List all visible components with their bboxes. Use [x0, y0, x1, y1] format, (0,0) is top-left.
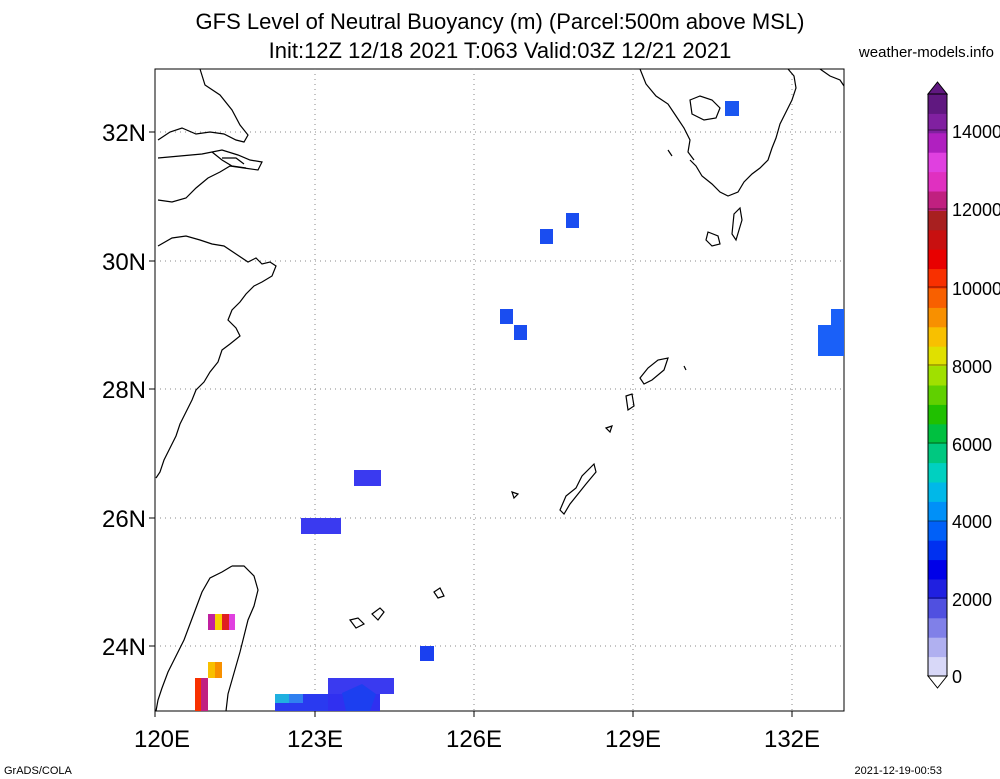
colorbar-swatch [928, 385, 947, 405]
data-cell [208, 614, 215, 630]
lon-label: 126E [446, 726, 502, 753]
colorbar-label: 6000 [952, 435, 992, 455]
colorbar-swatch [928, 559, 947, 580]
ryukyu-islands-2 [511, 462, 597, 515]
data-cell [342, 684, 376, 711]
colorbar-swatch [928, 132, 947, 153]
colorbar-swatch [928, 171, 947, 192]
lat-label: 26N [102, 506, 146, 533]
data-cell [229, 614, 235, 630]
taiwan [155, 565, 259, 712]
colorbar-swatch [928, 482, 947, 502]
data-cell [208, 662, 215, 678]
colorbar-label: 10000 [952, 279, 1000, 299]
footer-left: GrADS/COLA [4, 765, 72, 777]
lon-label: 123E [287, 726, 343, 753]
colorbar-swatch [928, 520, 947, 541]
kyushu [639, 68, 797, 247]
site-credit: weather-models.info [858, 44, 994, 61]
yangtze-estuary [211, 151, 247, 169]
colorbar-labels: 0 2000 4000 6000 8000 10000 12000 14000 [952, 122, 1000, 687]
colorbar-swatch [928, 656, 947, 677]
buoyancy-cells [195, 101, 844, 711]
colorbar-label: 2000 [952, 590, 992, 610]
colorbar-label: 12000 [952, 200, 1000, 220]
colorbar-swatch [928, 423, 947, 444]
lat-label: 32N [102, 120, 146, 147]
colorbar-swatch [928, 365, 947, 386]
lat-label: 28N [102, 377, 146, 404]
data-cell [725, 101, 739, 116]
data-cell [215, 662, 222, 678]
data-cell [195, 678, 201, 711]
kyushu-right [819, 68, 845, 87]
colorbar-label: 8000 [952, 357, 992, 377]
colorbar-swatch [928, 307, 947, 328]
colorbar-top-arrow [926, 81, 949, 95]
colorbar-swatch [928, 113, 947, 134]
colorbar-swatch [928, 637, 947, 658]
colorbar-swatch [928, 404, 947, 425]
data-cell [301, 518, 341, 534]
china-coast [155, 68, 277, 479]
colorbar-bottom-arrow [926, 675, 949, 689]
colorbar-swatch [928, 598, 947, 619]
colorbar-swatch [928, 462, 947, 483]
colorbar-swatch [928, 191, 947, 211]
ryukyu-islands-1 [348, 587, 445, 629]
data-cell [289, 694, 303, 703]
lat-label: 24N [102, 634, 146, 661]
footer-right: 2021-12-19-00:53 [854, 765, 942, 777]
colorbar [926, 81, 949, 689]
map-title: GFS Level of Neutral Buoyancy (m) (Parce… [195, 9, 805, 34]
colorbar-swatch [928, 540, 947, 561]
data-cell [500, 309, 513, 324]
data-cell [201, 678, 208, 711]
colorbar-swatch [928, 249, 947, 270]
lon-label: 129E [605, 726, 661, 753]
colorbar-swatch [928, 443, 947, 464]
colorbar-label: 4000 [952, 512, 992, 532]
data-cell [215, 614, 222, 630]
grid-lines [155, 69, 844, 711]
colorbar-swatch [928, 94, 947, 114]
colorbar-label: 0 [952, 667, 962, 687]
coastlines [155, 68, 845, 712]
lon-label: 120E [134, 726, 190, 753]
colorbar-swatch [928, 268, 947, 289]
lat-label: 30N [102, 249, 146, 276]
ryukyu-islands-3 [604, 357, 687, 434]
data-cell [831, 309, 844, 326]
colorbar-swatch [928, 288, 947, 308]
tick-marks [149, 131, 793, 717]
colorbar-swatch [928, 152, 947, 173]
data-cell [818, 325, 844, 356]
plot-frame [154, 68, 845, 712]
data-cell [420, 646, 434, 661]
data-cell [566, 213, 579, 228]
data-cell [354, 470, 381, 486]
map-subtitle: Init:12Z 12/18 2021 T:063 Valid:03Z 12/2… [268, 38, 732, 63]
data-cell [275, 694, 289, 703]
colorbar-swatch [928, 346, 947, 367]
colorbar-label: 14000 [952, 122, 1000, 142]
data-cell [540, 229, 553, 244]
colorbar-swatch [928, 579, 947, 599]
colorbar-swatch [928, 501, 947, 522]
colorbar-swatch [928, 229, 947, 250]
data-cell [514, 325, 527, 340]
colorbar-swatch [928, 210, 947, 231]
colorbar-swatch [928, 617, 947, 638]
colorbar-swatch [928, 326, 947, 347]
lon-label: 132E [764, 726, 820, 753]
data-cell [222, 614, 229, 630]
